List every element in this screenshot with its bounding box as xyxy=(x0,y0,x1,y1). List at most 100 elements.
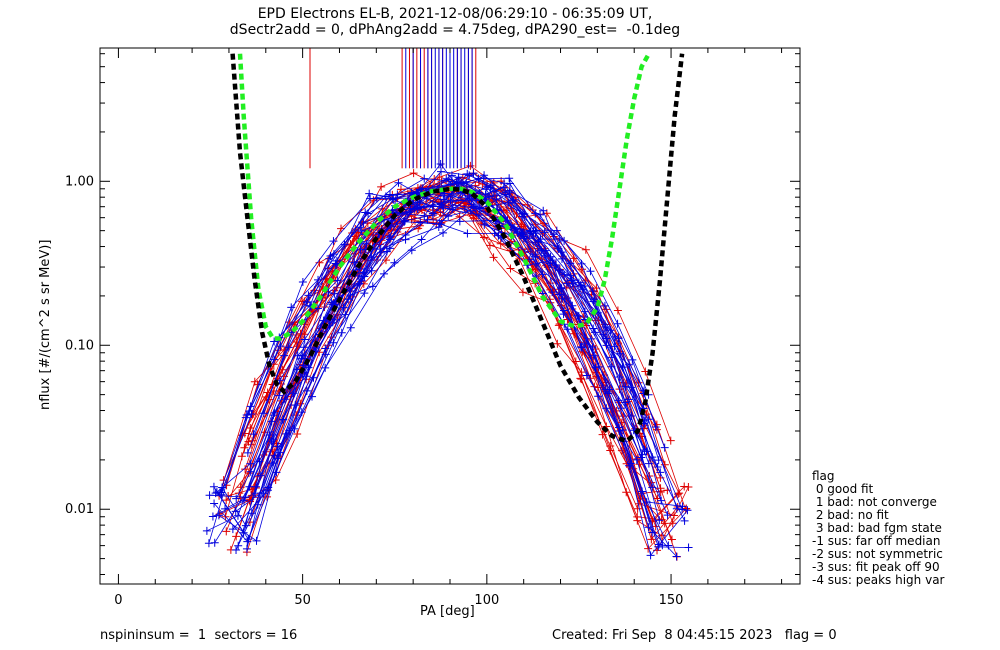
pa-point xyxy=(245,407,254,416)
pa-point xyxy=(299,343,308,352)
pa-point xyxy=(367,253,376,262)
pa-point xyxy=(548,288,557,297)
y-tick-label: 1.00 xyxy=(65,174,94,189)
pa-point xyxy=(657,496,666,505)
pa-point xyxy=(378,204,387,213)
pa-point xyxy=(303,297,312,306)
pa-point xyxy=(633,504,642,513)
pa-point xyxy=(243,537,252,546)
pa-point xyxy=(401,235,410,244)
pa-point xyxy=(423,215,432,224)
pa-point xyxy=(566,271,575,280)
pa-point xyxy=(314,275,323,284)
pa-point xyxy=(249,430,258,439)
pa-trace xyxy=(220,163,689,548)
pa-point xyxy=(566,259,575,268)
pa-point xyxy=(410,216,419,225)
pa-point xyxy=(624,395,633,404)
pa-point xyxy=(209,482,218,491)
pa-point xyxy=(664,541,673,550)
pa-point xyxy=(361,208,370,217)
pa-point xyxy=(409,169,418,178)
pa-trace xyxy=(219,178,653,533)
pa-point xyxy=(228,525,237,534)
pa-point xyxy=(644,415,653,424)
pa-point xyxy=(463,229,472,238)
pa-point xyxy=(601,385,610,394)
pa-point xyxy=(357,227,366,236)
pa-point xyxy=(247,509,256,518)
pa-point xyxy=(600,301,609,310)
pa-point xyxy=(420,174,429,183)
pa-point xyxy=(463,169,472,178)
pa-point xyxy=(598,430,607,439)
pa-point xyxy=(367,266,376,275)
legend-item: 3 bad: bad fgm state xyxy=(812,521,942,535)
y-axis-label: nflux [#/(cm^2 s sr MeV)] xyxy=(38,239,53,410)
pa-point xyxy=(621,382,630,391)
pa-point xyxy=(667,535,676,544)
pa-point xyxy=(417,235,426,244)
pa-point xyxy=(493,217,502,226)
pa-trace xyxy=(212,174,660,517)
pa-point xyxy=(339,303,348,312)
pa-point xyxy=(635,460,644,469)
pa-point xyxy=(366,194,375,203)
legend-title: flag xyxy=(812,469,835,483)
pa-point xyxy=(655,516,664,525)
pa-point xyxy=(351,249,360,258)
pa-point xyxy=(519,234,528,243)
pa-point xyxy=(557,254,566,263)
pa-point xyxy=(251,482,260,491)
pa-point xyxy=(647,535,656,544)
pa-point xyxy=(360,272,369,281)
pa-point xyxy=(287,303,296,312)
pa-point xyxy=(654,542,663,551)
pa-point xyxy=(354,271,363,280)
pa-point xyxy=(666,436,675,445)
pa-point xyxy=(563,325,572,334)
pa-point xyxy=(244,437,253,446)
pa-point xyxy=(337,328,346,337)
pa-trace xyxy=(240,181,658,499)
footer-left: nspininsum = 1 sectors = 16 xyxy=(100,628,298,643)
pa-point xyxy=(205,491,214,500)
pa-point xyxy=(646,551,655,560)
pa-point xyxy=(356,223,365,232)
pa-point xyxy=(460,204,469,213)
pa-point xyxy=(210,538,219,547)
pa-point xyxy=(222,527,231,536)
pa-point xyxy=(539,206,548,215)
pa-point xyxy=(293,430,302,439)
pa-point xyxy=(576,342,585,351)
pa-point xyxy=(434,222,443,231)
pa-point xyxy=(513,228,522,237)
pa-point xyxy=(479,173,488,182)
pa-point xyxy=(321,344,330,353)
pa-point xyxy=(560,236,569,245)
pa-point xyxy=(553,339,562,348)
pa-point xyxy=(290,424,299,433)
pa-point xyxy=(574,311,583,320)
pa-point xyxy=(346,323,355,332)
pa-point xyxy=(329,237,338,246)
pa-point xyxy=(485,241,494,250)
pa-point xyxy=(242,544,251,553)
pa-point xyxy=(276,448,285,457)
pa-point xyxy=(515,254,524,263)
pa-trace xyxy=(213,177,649,543)
pa-point xyxy=(578,265,587,274)
pa-point xyxy=(275,391,284,400)
pa-point xyxy=(330,315,339,324)
pa-trace xyxy=(250,192,650,490)
y-tick-label: 0.01 xyxy=(65,502,94,517)
footer-right: Created: Fri Sep 8 04:45:15 2023 flag = … xyxy=(552,628,837,643)
pa-point xyxy=(496,239,505,248)
pa-point xyxy=(270,408,279,417)
pa-point xyxy=(532,259,541,268)
pa-trace xyxy=(215,178,647,494)
pa-point xyxy=(589,351,598,360)
legend-item: 2 bad: no fit xyxy=(812,508,889,522)
pa-point xyxy=(372,194,381,203)
